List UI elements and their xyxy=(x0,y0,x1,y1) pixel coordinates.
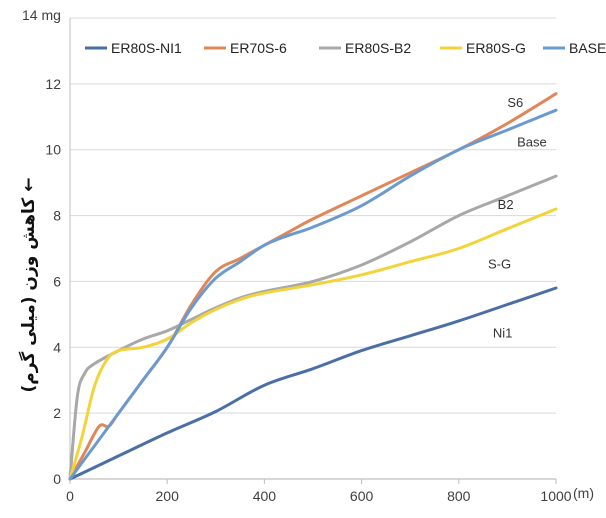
annotation-label: B2 xyxy=(498,197,514,212)
y-tick-label: 2 xyxy=(53,405,61,421)
legend-label-er70s-6: ER70S-6 xyxy=(230,40,287,56)
series-line-base xyxy=(68,108,558,481)
x-tick-label: 400 xyxy=(253,488,277,504)
series-line-er70s-6 xyxy=(68,92,558,481)
y-tick-label: 12 xyxy=(45,76,61,92)
legend: ER80S-NI1 ER70S-6 ER80S-B2 ER80S-G BASE xyxy=(85,40,606,56)
y-tick-label: 0 xyxy=(53,471,61,487)
annotation-label: S-G xyxy=(488,256,511,271)
x-tick-label: 0 xyxy=(66,488,74,504)
y-axis-top-label: 14 mg xyxy=(22,7,61,23)
y-tick-label: 6 xyxy=(53,273,61,289)
series-line-er80s-ni1 xyxy=(68,286,558,481)
series-lines xyxy=(68,92,558,481)
x-tick-label: 600 xyxy=(350,488,374,504)
annotation-label: S6 xyxy=(507,95,523,110)
x-tick-label: 1000 xyxy=(540,488,571,504)
y-tick-label: 4 xyxy=(53,339,61,355)
series-line-er80s-g xyxy=(68,207,558,481)
y-axis-label: کاهش وزن (میلی گرم) ← xyxy=(18,178,39,393)
annotations: S6 Base B2 S-G Ni1 xyxy=(488,95,547,340)
y-tick-label: 8 xyxy=(53,208,61,224)
axes: 0 2 4 6 8 10 12 0 200 400 600 800 1000 xyxy=(45,18,572,504)
legend-label-base: BASE xyxy=(569,40,606,56)
x-axis-unit-label: (m) xyxy=(573,485,594,501)
legend-label-er80s-ni1: ER80S-NI1 xyxy=(111,40,182,56)
gridlines xyxy=(70,17,556,414)
x-tick-label: 200 xyxy=(156,488,180,504)
annotation-label: Base xyxy=(517,134,547,149)
series-line-er80s-b2 xyxy=(68,174,558,481)
y-tick-label: 10 xyxy=(45,142,61,158)
annotation-label: Ni1 xyxy=(493,325,513,340)
legend-label-er80s-b2: ER80S-B2 xyxy=(345,40,411,56)
x-tick-label: 800 xyxy=(447,488,471,504)
legend-label-er80s-g: ER80S-G xyxy=(466,40,526,56)
